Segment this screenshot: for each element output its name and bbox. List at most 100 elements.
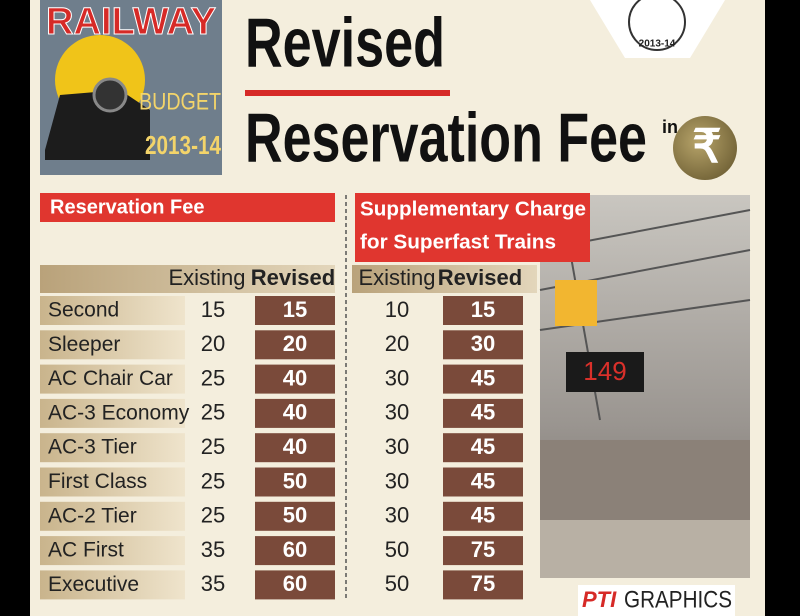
revised-cell-bg xyxy=(255,398,335,428)
cell: 40 xyxy=(283,400,307,425)
row-label-bar xyxy=(40,467,185,497)
section-title: Reservation Fee xyxy=(50,196,205,218)
revised-cell-bg xyxy=(443,330,523,360)
cell: 45 xyxy=(471,503,495,528)
cell: 30 xyxy=(385,434,409,459)
revised-cell-bg xyxy=(255,570,335,600)
column-header: Revised xyxy=(251,265,335,290)
revised-cell-bg xyxy=(443,364,523,394)
row-label-bar xyxy=(40,433,185,463)
section-header xyxy=(40,193,335,222)
section-title: for Superfast Trains xyxy=(360,231,556,253)
row-label: AC-2 Tier xyxy=(48,504,137,527)
cell: 40 xyxy=(283,365,307,390)
cell: 35 xyxy=(201,571,225,596)
footer-brand: PTI xyxy=(582,587,617,612)
revised-cell-bg xyxy=(255,536,335,566)
cell: 75 xyxy=(471,537,495,562)
revised-cell-bg xyxy=(255,330,335,360)
cell: 50 xyxy=(283,503,307,528)
row-label: Sleeper xyxy=(48,333,120,356)
revised-cell-bg xyxy=(255,433,335,463)
cell: 25 xyxy=(201,434,225,459)
footer-label: GRAPHICS xyxy=(624,586,732,613)
row-label: AC Chair Car xyxy=(48,367,173,390)
cell: 45 xyxy=(471,434,495,459)
cell: 25 xyxy=(201,400,225,425)
unit-prefix: in xyxy=(662,117,678,137)
cell: 30 xyxy=(385,468,409,493)
cell: 45 xyxy=(471,400,495,425)
cell: 25 xyxy=(201,365,225,390)
revised-cell-bg xyxy=(443,467,523,497)
cell: 50 xyxy=(385,537,409,562)
revised-cell-bg xyxy=(443,501,523,531)
logo-year: 2013-14 xyxy=(145,130,221,160)
photo-display-text: 149 xyxy=(583,356,626,386)
photo-display xyxy=(566,352,644,392)
row-label: Executive xyxy=(48,573,139,596)
footer-box xyxy=(578,585,735,616)
revised-cell-bg xyxy=(255,501,335,531)
row-label-bar xyxy=(40,330,185,360)
revised-cell-bg xyxy=(443,536,523,566)
cell: 30 xyxy=(385,503,409,528)
logo-subtitle: BUDGET xyxy=(139,88,221,115)
row-label-bar xyxy=(40,364,185,394)
cell: 45 xyxy=(471,468,495,493)
cell: 20 xyxy=(201,331,225,356)
cell: 50 xyxy=(385,571,409,596)
cell: 30 xyxy=(471,331,495,356)
cell: 15 xyxy=(471,297,495,322)
section-header xyxy=(355,193,590,262)
revised-cell-bg xyxy=(443,296,523,325)
cell: 60 xyxy=(283,571,307,596)
row-label-bar xyxy=(40,501,185,531)
cell: 25 xyxy=(201,468,225,493)
rupee-coin xyxy=(673,116,737,180)
photo-floor xyxy=(540,520,750,578)
row-label-bar xyxy=(40,398,185,428)
cell: 20 xyxy=(385,331,409,356)
cell: 30 xyxy=(385,400,409,425)
cell: 15 xyxy=(201,297,225,322)
logo-engine-front xyxy=(92,77,128,113)
revised-cell-bg xyxy=(443,398,523,428)
cell: 25 xyxy=(201,503,225,528)
cell: 45 xyxy=(471,365,495,390)
cell: 15 xyxy=(283,297,307,322)
row-label-bar xyxy=(40,536,185,566)
row-label: AC-3 Tier xyxy=(48,436,137,459)
cell: 30 xyxy=(385,365,409,390)
title-line2: Reservation Fee xyxy=(245,98,647,176)
logo-engine xyxy=(45,90,150,160)
seal xyxy=(628,0,686,51)
row-label: First Class xyxy=(48,470,147,493)
column-header: Existing xyxy=(358,265,435,290)
cell: 20 xyxy=(283,331,307,356)
column-header-band xyxy=(40,265,335,293)
revised-cell-bg xyxy=(443,570,523,600)
title-line1: Revised xyxy=(245,3,445,81)
column-header-band xyxy=(352,265,537,293)
cell: 50 xyxy=(283,468,307,493)
row-label-bar xyxy=(40,570,185,600)
cell: 60 xyxy=(283,537,307,562)
cell: 35 xyxy=(201,537,225,562)
row-label: Second xyxy=(48,299,119,322)
cell: 10 xyxy=(385,297,409,322)
logo-title: RAILWAY xyxy=(46,1,216,43)
unit-symbol: ₹ xyxy=(692,120,721,172)
cell: 40 xyxy=(283,434,307,459)
revised-cell-bg xyxy=(255,364,335,394)
column-header: Revised xyxy=(438,265,522,290)
revised-cell-bg xyxy=(443,433,523,463)
row-label-bar xyxy=(40,296,185,325)
seal-year: 2013-14 xyxy=(639,39,676,50)
cell: 75 xyxy=(471,571,495,596)
row-label: AC-3 Economy xyxy=(48,401,190,424)
photo-sign xyxy=(555,280,597,326)
